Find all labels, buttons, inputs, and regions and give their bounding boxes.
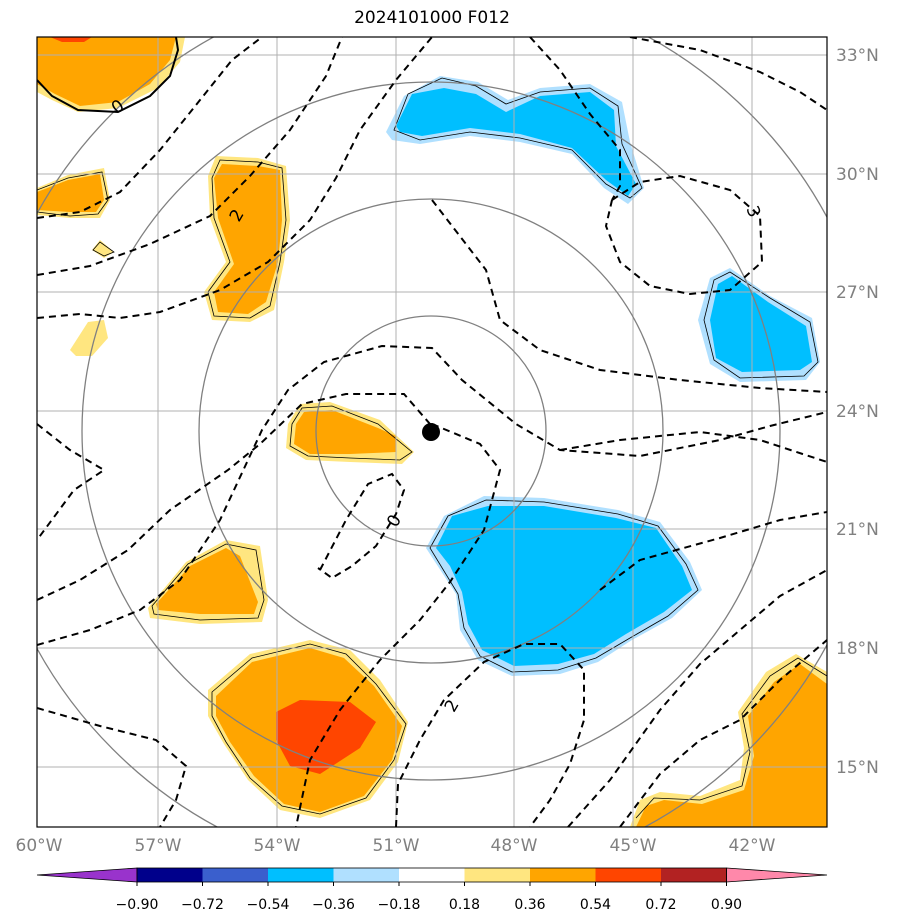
- colorbar-tick-label: −0.72: [181, 897, 224, 913]
- latitude-labels: 33°N 30°N 27°N 24°N 21°N 18°N 15°N: [836, 46, 879, 778]
- lon-label-60w: 60°W: [16, 836, 63, 856]
- colorbar-segment: [464, 868, 530, 882]
- shaded-positive-regions: [37, 37, 827, 827]
- lon-label-51w: 51°W: [373, 836, 420, 856]
- solid-contour: [37, 37, 180, 114]
- lat-label-27n: 27°N: [836, 283, 879, 303]
- colorbar-tick-label: 0.90: [711, 897, 742, 913]
- colorbar-segment: [530, 868, 596, 882]
- lat-label-30n: 30°N: [836, 165, 879, 185]
- map-title: 2024101000 F012: [354, 8, 510, 28]
- colorbar-tick-label: −0.54: [247, 897, 290, 913]
- colorbar-extend-high: [726, 867, 828, 883]
- colorbar-segment: [595, 868, 661, 882]
- lon-label-57w: 57°W: [135, 836, 182, 856]
- storm-center-marker: [422, 423, 440, 441]
- lon-label-48w: 48°W: [491, 836, 538, 856]
- colorbar-tick-label: 0.18: [449, 897, 480, 913]
- lat-label-24n: 24°N: [836, 402, 879, 422]
- map-border: [36, 36, 828, 828]
- colorbar-tick-label: −0.90: [116, 897, 159, 913]
- colorbar-segment: [661, 868, 727, 882]
- lon-label-42w: 42°W: [729, 836, 776, 856]
- colorbar-tick-label: −0.36: [312, 897, 355, 913]
- lon-label-45w: 45°W: [610, 836, 657, 856]
- lat-label-21n: 21°N: [836, 520, 879, 540]
- dashed-contours: [37, 37, 827, 827]
- lat-label-18n: 18°N: [836, 639, 879, 659]
- colorbar-tick-label: −0.18: [378, 897, 421, 913]
- colorbar-segment: [268, 868, 334, 882]
- colorbar-tick-label: 0.54: [580, 897, 611, 913]
- lat-label-15n: 15°N: [836, 758, 879, 778]
- colorbar-tick-label: 0.72: [645, 897, 676, 913]
- map-plot-area: 0 2 3 0 2: [37, 37, 827, 827]
- colorbar-outline: [136, 867, 727, 883]
- colorbar: −0.90 −0.72 −0.54 −0.36 −0.18 0.18 0.36 0.54 0.7…: [36, 867, 828, 913]
- colorbar-segment: [202, 868, 268, 882]
- colorbar-tick-label: 0.36: [514, 897, 545, 913]
- colorbar-extend-low: [36, 867, 138, 883]
- lat-label-33n: 33°N: [836, 46, 879, 66]
- range-rings: [37, 37, 827, 827]
- longitude-labels: 60°W 57°W 54°W 51°W 48°W 45°W 42°W: [16, 836, 776, 856]
- lon-label-54w: 54°W: [254, 836, 301, 856]
- colorbar-segment: [399, 868, 465, 882]
- colorbar-segment: [333, 868, 399, 882]
- colorbar-segment: [137, 868, 203, 882]
